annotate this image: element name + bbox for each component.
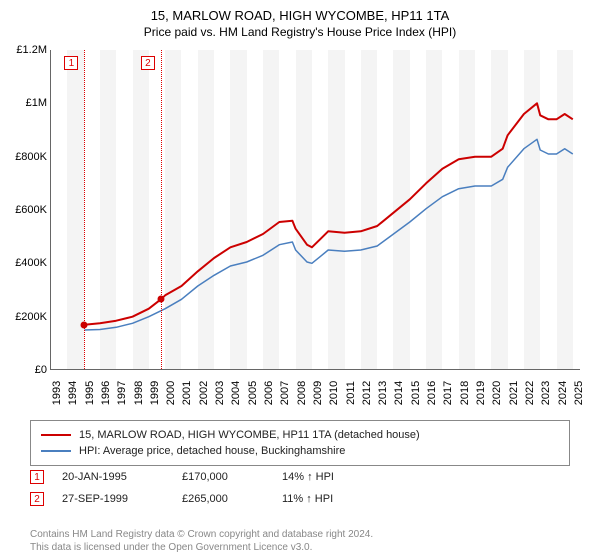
y-tick-label: £400K bbox=[3, 257, 47, 269]
chart-container: 15, MARLOW ROAD, HIGH WYCOMBE, HP11 1TA … bbox=[0, 0, 600, 560]
x-tick-label: 2025 bbox=[573, 381, 585, 405]
y-tick-label: £1.2M bbox=[3, 44, 47, 56]
x-tick-label: 2006 bbox=[263, 381, 275, 405]
y-tick-label: £200K bbox=[3, 311, 47, 323]
footer: Contains HM Land Registry data © Crown c… bbox=[30, 528, 373, 554]
x-tick-label: 2020 bbox=[491, 381, 503, 405]
title-subtitle: Price paid vs. HM Land Registry's House … bbox=[0, 25, 600, 39]
chart-plot-area: £0£200K£400K£600K£800K£1M£1.2M1993199419… bbox=[50, 50, 580, 370]
sale-change: 11% ↑ HPI bbox=[282, 493, 372, 505]
x-tick-label: 1998 bbox=[133, 381, 145, 405]
y-tick-label: £800K bbox=[3, 151, 47, 163]
chart-lines bbox=[51, 50, 580, 369]
x-tick-label: 2011 bbox=[345, 381, 357, 405]
sale-marker-2: 2 bbox=[30, 492, 44, 506]
title-address: 15, MARLOW ROAD, HIGH WYCOMBE, HP11 1TA bbox=[0, 8, 600, 23]
y-tick-label: £600K bbox=[3, 204, 47, 216]
sale-change: 14% ↑ HPI bbox=[282, 471, 372, 483]
legend-swatch-blue bbox=[41, 450, 71, 452]
x-tick-label: 2005 bbox=[247, 381, 259, 405]
legend-label-red: 15, MARLOW ROAD, HIGH WYCOMBE, HP11 1TA … bbox=[79, 429, 420, 441]
legend-row-blue: HPI: Average price, detached house, Buck… bbox=[41, 443, 559, 459]
x-tick-label: 1994 bbox=[67, 381, 79, 405]
sale-date: 27-SEP-1999 bbox=[62, 493, 182, 505]
x-tick-label: 2000 bbox=[165, 381, 177, 405]
x-tick-label: 2016 bbox=[426, 381, 438, 405]
footer-license: This data is licensed under the Open Gov… bbox=[30, 541, 373, 554]
x-tick-label: 2022 bbox=[524, 381, 536, 405]
x-tick-label: 2003 bbox=[214, 381, 226, 405]
x-tick-label: 1999 bbox=[149, 381, 161, 405]
x-tick-label: 1996 bbox=[100, 381, 112, 405]
legend-row-red: 15, MARLOW ROAD, HIGH WYCOMBE, HP11 1TA … bbox=[41, 427, 559, 443]
title-block: 15, MARLOW ROAD, HIGH WYCOMBE, HP11 1TA … bbox=[0, 0, 600, 39]
x-tick-label: 2012 bbox=[361, 381, 373, 405]
x-tick-label: 2007 bbox=[279, 381, 291, 405]
x-tick-label: 2002 bbox=[198, 381, 210, 405]
x-tick-label: 2013 bbox=[377, 381, 389, 405]
x-tick-label: 2004 bbox=[230, 381, 242, 405]
sale-row: 2 27-SEP-1999 £265,000 11% ↑ HPI bbox=[30, 488, 372, 510]
footer-copyright: Contains HM Land Registry data © Crown c… bbox=[30, 528, 373, 541]
x-tick-label: 2010 bbox=[328, 381, 340, 405]
x-tick-label: 2014 bbox=[393, 381, 405, 405]
legend-label-blue: HPI: Average price, detached house, Buck… bbox=[79, 445, 345, 457]
x-tick-label: 1997 bbox=[116, 381, 128, 405]
x-tick-label: 2019 bbox=[475, 381, 487, 405]
x-tick-label: 2024 bbox=[557, 381, 569, 405]
x-tick-label: 2015 bbox=[410, 381, 422, 405]
y-tick-label: £1M bbox=[3, 97, 47, 109]
x-tick-label: 1993 bbox=[51, 381, 63, 405]
x-tick-label: 2021 bbox=[508, 381, 520, 405]
y-tick-label: £0 bbox=[3, 364, 47, 376]
x-tick-label: 2009 bbox=[312, 381, 324, 405]
sale-row: 1 20-JAN-1995 £170,000 14% ↑ HPI bbox=[30, 466, 372, 488]
legend-swatch-red bbox=[41, 434, 71, 436]
sales-table: 1 20-JAN-1995 £170,000 14% ↑ HPI 2 27-SE… bbox=[30, 466, 372, 510]
x-tick-label: 2017 bbox=[442, 381, 454, 405]
x-tick-label: 2008 bbox=[296, 381, 308, 405]
sale-price: £170,000 bbox=[182, 471, 282, 483]
x-tick-label: 1995 bbox=[84, 381, 96, 405]
sale-price: £265,000 bbox=[182, 493, 282, 505]
chart-sale-marker: 1 bbox=[64, 56, 78, 70]
sale-date: 20-JAN-1995 bbox=[62, 471, 182, 483]
sale-marker-1: 1 bbox=[30, 470, 44, 484]
x-tick-label: 2001 bbox=[181, 381, 193, 405]
legend: 15, MARLOW ROAD, HIGH WYCOMBE, HP11 1TA … bbox=[30, 420, 570, 466]
x-tick-label: 2023 bbox=[540, 381, 552, 405]
chart-sale-marker: 2 bbox=[141, 56, 155, 70]
x-tick-label: 2018 bbox=[459, 381, 471, 405]
